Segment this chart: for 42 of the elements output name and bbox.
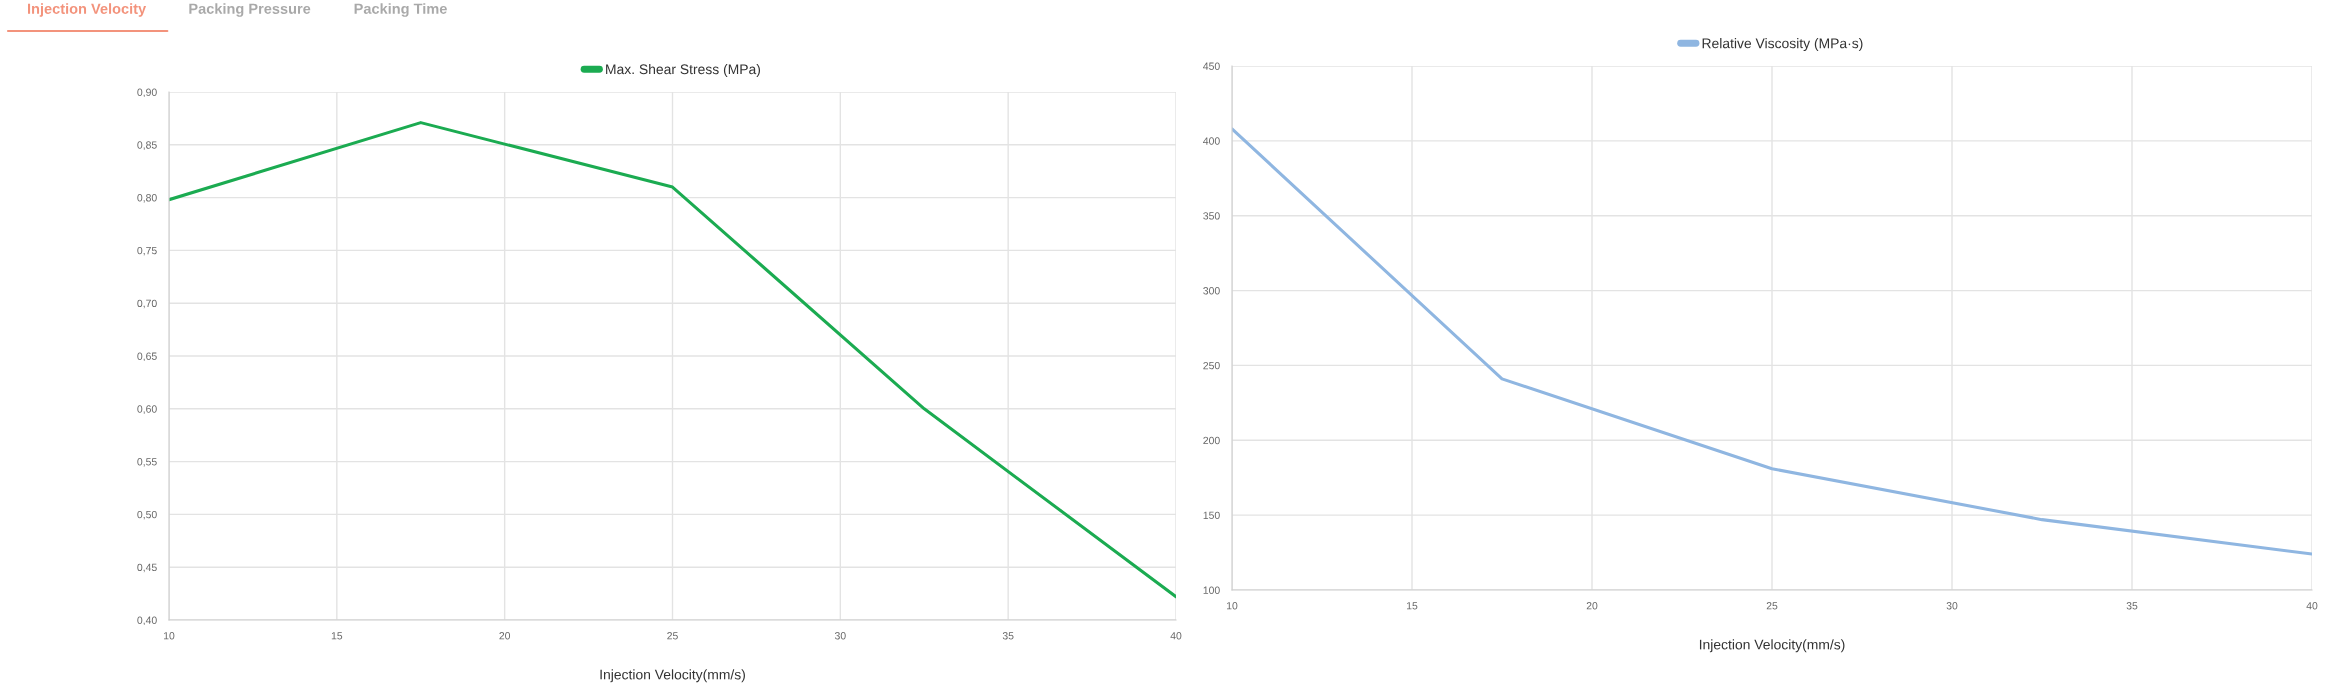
y-tick-label: 100 [1203, 586, 1220, 594]
line-series [169, 121, 1176, 599]
x-tick-label: 10 [1227, 602, 1238, 610]
x-tick-label: 30 [834, 632, 846, 640]
y-tick-label: 450 [1203, 62, 1220, 70]
y-tick-label: 0,60 [137, 405, 157, 414]
y-tick-label: 0,40 [137, 616, 157, 626]
y-tick-label: 0,50 [137, 510, 157, 520]
x-tick-label: 35 [1002, 632, 1014, 640]
y-tick-label: 250 [1203, 361, 1220, 370]
y-tick-label: 0,55 [137, 458, 157, 467]
legend-label: Max. Shear Stress (MPa) [606, 63, 761, 77]
y-tick-label: 0,65 [137, 352, 157, 362]
x-axis-title: Injection Velocity(mm/s) [1699, 639, 1845, 653]
y-tick-label: 0,70 [137, 299, 157, 309]
y-tick-label: 0,75 [137, 246, 157, 256]
x-tick-label: 35 [2126, 602, 2138, 610]
x-tick-label: 25 [667, 632, 678, 640]
y-tick-label: 300 [1203, 287, 1220, 295]
text: Packing Time [354, 3, 447, 17]
x-tick-label: 15 [331, 632, 343, 640]
text: Injection Velocity [27, 3, 147, 17]
x-axis-title: Injection Velocity(mm/s) [600, 669, 745, 683]
y-tick-label: 350 [1203, 212, 1220, 220]
y-tick-label: 0,90 [137, 88, 157, 98]
y-tick-label: 0,85 [137, 141, 157, 150]
y-tick-label: 200 [1203, 436, 1220, 445]
legend-label: Relative Viscosity (MPa·s) [1702, 38, 1863, 52]
y-tick-label: 0,80 [137, 194, 157, 203]
x-tick-label: 10 [164, 632, 175, 640]
y-tick-label: 400 [1203, 137, 1220, 145]
x-tick-label: 25 [1766, 602, 1778, 610]
x-tick-label: 20 [499, 632, 511, 640]
x-tick-label: 30 [1946, 602, 1958, 610]
x-tick-label: 40 [2306, 602, 2318, 610]
y-tick-label: 0,45 [137, 563, 157, 573]
line-series [1232, 127, 2312, 556]
x-tick-label: 40 [1170, 632, 1182, 640]
y-tick-label: 150 [1203, 511, 1220, 520]
x-tick-label: 15 [1407, 602, 1418, 610]
text: Packing Pressure [189, 3, 311, 17]
x-tick-label: 20 [1586, 602, 1598, 610]
